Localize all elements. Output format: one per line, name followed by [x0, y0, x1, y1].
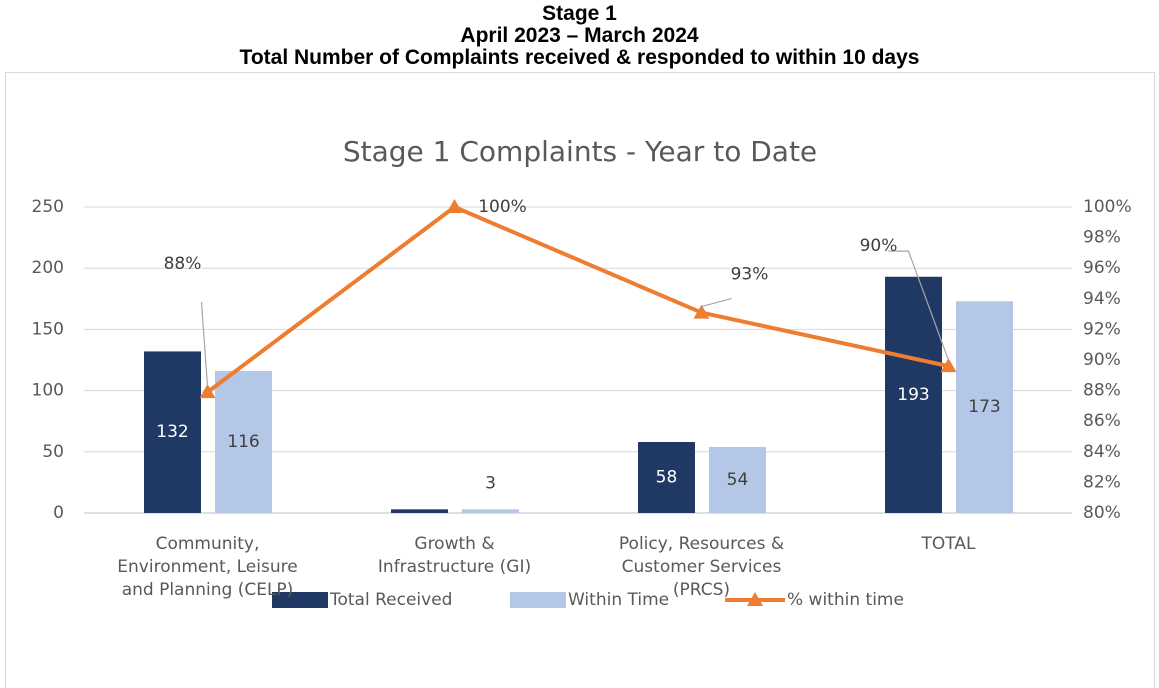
- y2-tick-label: 82%: [1083, 472, 1121, 492]
- legend-label: % within time: [787, 590, 904, 610]
- y-tick-label: 250: [32, 197, 64, 217]
- marker: [940, 358, 957, 373]
- y2-tick-label: 86%: [1083, 411, 1121, 431]
- y2-tick-label: 84%: [1083, 442, 1121, 462]
- heading-line: April 2023 – March 2024: [460, 24, 699, 47]
- heading-line: Stage 1: [542, 2, 617, 25]
- bar: [391, 509, 448, 513]
- data-label: 193: [897, 385, 929, 405]
- data-label: 3: [485, 473, 496, 493]
- bar: [144, 351, 201, 513]
- legend-swatch: [510, 592, 566, 608]
- bar: [709, 446, 766, 513]
- y-tick-label: 150: [32, 319, 64, 339]
- y-tick-label: 200: [32, 258, 64, 278]
- x-tick-label: Community, Environment, Leisure and Plan…: [117, 534, 298, 600]
- data-label: 58: [656, 468, 678, 488]
- heading-line: Total Number of Complaints received & re…: [239, 46, 920, 69]
- data-label: 54: [727, 470, 749, 490]
- y-tick-label: 100: [32, 381, 64, 401]
- data-label: 88%: [164, 254, 202, 274]
- y-tick-label: 50: [42, 442, 64, 462]
- data-label: 173: [968, 397, 1000, 417]
- y2-tick-label: 88%: [1083, 381, 1121, 401]
- marker: [446, 199, 463, 213]
- y2-tick-label: 90%: [1083, 350, 1121, 370]
- leader-line: [701, 297, 732, 308]
- y2-tick-label: 100%: [1083, 197, 1132, 217]
- x-tick-label: Growth & Infrastructure (GI): [377, 534, 532, 577]
- y2-tick-label: 94%: [1083, 289, 1121, 309]
- y2-tick-label: 92%: [1083, 319, 1121, 339]
- legend-swatch: [272, 592, 328, 608]
- data-label: 132: [156, 422, 188, 442]
- bar: [638, 442, 695, 513]
- data-label: 93%: [731, 265, 769, 285]
- leader-line: [200, 302, 209, 387]
- data-label: 116: [227, 432, 259, 452]
- data-label: 100%: [478, 197, 527, 217]
- x-tick-label: Policy, Resources & Customer Services (P…: [618, 534, 785, 600]
- leader-line: [888, 250, 950, 361]
- x-tick-label: TOTAL: [921, 534, 976, 554]
- y2-tick-label: 96%: [1083, 258, 1121, 278]
- data-label: 90%: [860, 236, 898, 256]
- marker: [693, 304, 710, 319]
- legend-label: Within Time: [568, 590, 669, 610]
- y-tick-label: 0: [53, 503, 64, 523]
- y2-tick-label: 98%: [1083, 228, 1121, 248]
- bar: [956, 301, 1013, 513]
- bar: [462, 509, 519, 513]
- legend-label: Total Received: [329, 590, 452, 610]
- y2-tick-label: 80%: [1083, 503, 1121, 523]
- legend-swatch: [747, 592, 763, 606]
- chart-title: Stage 1 Complaints - Year to Date: [343, 135, 817, 168]
- marker: [199, 384, 216, 399]
- line: [206, 205, 949, 394]
- bar: [215, 371, 272, 513]
